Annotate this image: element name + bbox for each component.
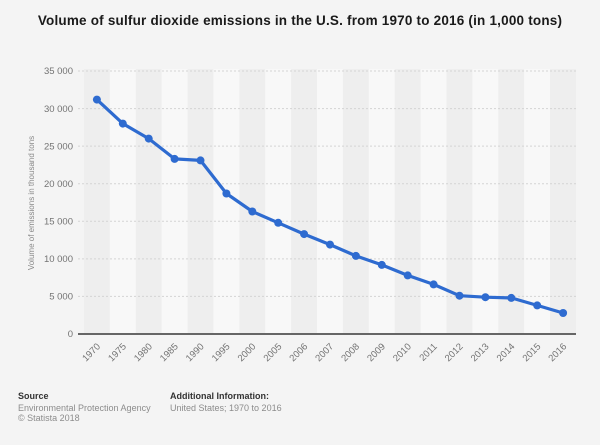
source-value: Environmental Protection Agency: [18, 402, 151, 413]
additional-info-block: Additional Information: United States; 1…: [170, 391, 282, 413]
data-point: [326, 240, 334, 249]
y-tick-label: 20 000: [44, 179, 73, 190]
data-point: [118, 119, 127, 128]
data-point: [377, 260, 386, 269]
data-point: [351, 251, 360, 260]
plot-band: [265, 69, 292, 334]
x-tick-label: 2015: [521, 341, 544, 364]
x-tick-label: 2012: [443, 341, 466, 364]
y-tick-label: 10 000: [44, 254, 73, 265]
plot-band: [213, 69, 240, 334]
plot-band: [368, 69, 395, 334]
y-tick-label: 5 000: [49, 292, 73, 303]
plot-band: [446, 69, 473, 334]
x-tick-label: 1985: [158, 341, 181, 364]
data-point: [481, 293, 490, 302]
additional-info-value: United States; 1970 to 2016: [170, 402, 282, 413]
x-tick-label: 2014: [495, 341, 518, 364]
plot-band: [472, 69, 499, 334]
x-tick-label: 1975: [106, 341, 129, 364]
plot-band: [135, 69, 162, 334]
data-point: [559, 309, 568, 317]
plot-band: [394, 69, 421, 334]
x-tick-label: 1970: [80, 341, 103, 364]
plot-band: [291, 69, 318, 334]
x-tick-label: 1990: [184, 341, 207, 364]
plot-band: [342, 69, 369, 334]
x-tick-label: 2016: [546, 341, 569, 364]
source-block: Source Environmental Protection Agency ©…: [18, 391, 151, 424]
y-tick-label: 30 000: [44, 104, 73, 115]
x-tick-label: 2013: [469, 341, 492, 364]
x-tick-label: 2005: [262, 341, 285, 364]
data-point: [429, 280, 438, 289]
data-point: [274, 218, 283, 227]
y-axis-title: Volume of emissions in thousand tons: [27, 136, 36, 270]
plot-band: [187, 69, 214, 334]
plot-band: [161, 69, 188, 334]
plot-band: [550, 69, 576, 334]
x-tick-label: 2006: [287, 341, 310, 364]
y-tick-label: 35 000: [44, 66, 73, 77]
plot-band: [239, 69, 266, 334]
y-tick-label: 15 000: [44, 217, 73, 228]
plot-band: [84, 69, 110, 334]
plot-band: [498, 69, 525, 334]
y-tick-label: 0: [68, 329, 73, 340]
x-tick-label: 2011: [417, 341, 439, 363]
data-point: [222, 189, 231, 198]
data-point: [196, 156, 205, 165]
plot-band: [317, 69, 343, 334]
x-tick-label: 2008: [339, 341, 362, 364]
additional-info-label: Additional Information:: [170, 391, 269, 401]
data-point: [533, 301, 542, 310]
data-point: [300, 230, 309, 239]
x-tick-label: 2010: [391, 341, 414, 364]
data-point: [92, 95, 101, 104]
plot-band: [524, 69, 551, 334]
chart-title: Volume of sulfur dioxide emissions in th…: [37, 13, 563, 28]
x-tick-label: 1980: [132, 341, 155, 364]
data-point: [403, 271, 412, 280]
data-point: [144, 134, 153, 143]
x-tick-label: 2009: [365, 341, 388, 364]
plot-band: [109, 69, 136, 334]
y-tick-label: 25 000: [44, 141, 73, 152]
x-tick-label: 2007: [313, 341, 336, 364]
data-point: [248, 207, 257, 216]
source-label: Source: [18, 391, 49, 401]
x-tick-label: 1995: [210, 341, 233, 364]
data-point: [455, 291, 464, 300]
data-point: [507, 293, 516, 302]
copyright-note: © Statista 2018: [18, 413, 80, 423]
data-point: [170, 154, 179, 163]
x-tick-label: 2000: [236, 341, 259, 364]
